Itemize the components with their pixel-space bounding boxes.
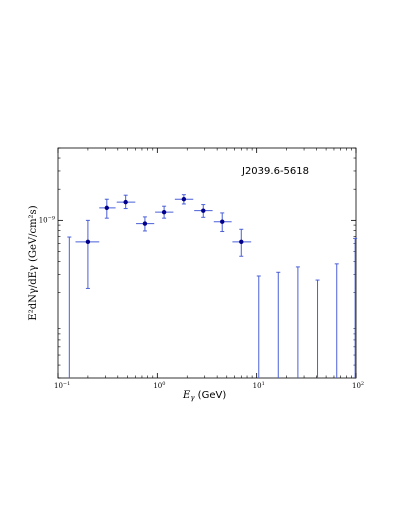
upper-limits bbox=[67, 236, 358, 378]
point-marker bbox=[104, 205, 110, 211]
point-marker bbox=[161, 209, 167, 215]
y-axis-ticks: 10−9 bbox=[39, 215, 356, 224]
data-point bbox=[116, 194, 136, 210]
point-marker bbox=[85, 239, 91, 245]
x-axis-label-unit: (GeV) bbox=[195, 390, 227, 401]
y-tick-label-exp: −9 bbox=[48, 215, 55, 221]
upper-limit bbox=[353, 237, 358, 378]
y-tick-label: 10−9 bbox=[39, 215, 55, 224]
data-point bbox=[232, 228, 252, 257]
y-tick-label-base: 10 bbox=[39, 216, 48, 224]
x-tick-label-exp: 2 bbox=[361, 381, 364, 387]
x-tick-label: 101 bbox=[253, 381, 265, 390]
point-marker bbox=[201, 208, 206, 213]
point-marker bbox=[220, 219, 225, 224]
upper-limit bbox=[256, 275, 261, 378]
x-axis-label: Eγ (GeV) bbox=[182, 390, 226, 402]
upper-limit bbox=[295, 266, 300, 378]
upper-limit bbox=[315, 279, 320, 378]
x-tick-label: 10−1 bbox=[54, 381, 70, 390]
point-marker bbox=[142, 221, 148, 226]
x-tick-label-exp: 1 bbox=[262, 381, 265, 387]
source-annotation: J2039.6-5618 bbox=[241, 166, 309, 177]
data-points bbox=[75, 194, 252, 289]
upper-limit bbox=[276, 271, 281, 378]
x-axis-label-main: E bbox=[182, 390, 191, 401]
data-point bbox=[155, 205, 174, 219]
upper-limit bbox=[67, 236, 72, 378]
x-tick-label: 102 bbox=[352, 381, 364, 390]
data-point bbox=[174, 194, 194, 205]
point-marker bbox=[181, 197, 187, 202]
data-point bbox=[194, 204, 213, 218]
x-tick-label-base: 10 bbox=[153, 382, 162, 390]
x-tick-label-base: 10 bbox=[253, 382, 262, 390]
data-point bbox=[213, 212, 232, 233]
x-tick-label-exp: −1 bbox=[63, 381, 70, 387]
upper-limit bbox=[334, 263, 339, 378]
data-point bbox=[99, 198, 116, 219]
data-point bbox=[136, 216, 155, 232]
data-point bbox=[75, 219, 100, 289]
minor-ticks bbox=[58, 147, 356, 379]
x-axis-label-sub: γ bbox=[190, 394, 195, 402]
x-axis-ticks: 10−1 100 101 102 bbox=[54, 148, 364, 390]
point-marker bbox=[123, 199, 128, 205]
point-marker bbox=[239, 239, 244, 245]
plot-frame bbox=[57, 147, 357, 379]
x-tick-label-exp: 0 bbox=[162, 381, 165, 387]
x-tick-label-base: 10 bbox=[352, 382, 361, 390]
y-axis-label: E²dNγ/dEγ (GeV/cm²s) bbox=[28, 205, 39, 320]
x-tick-label: 100 bbox=[153, 381, 165, 390]
x-tick-label-base: 10 bbox=[54, 382, 63, 390]
